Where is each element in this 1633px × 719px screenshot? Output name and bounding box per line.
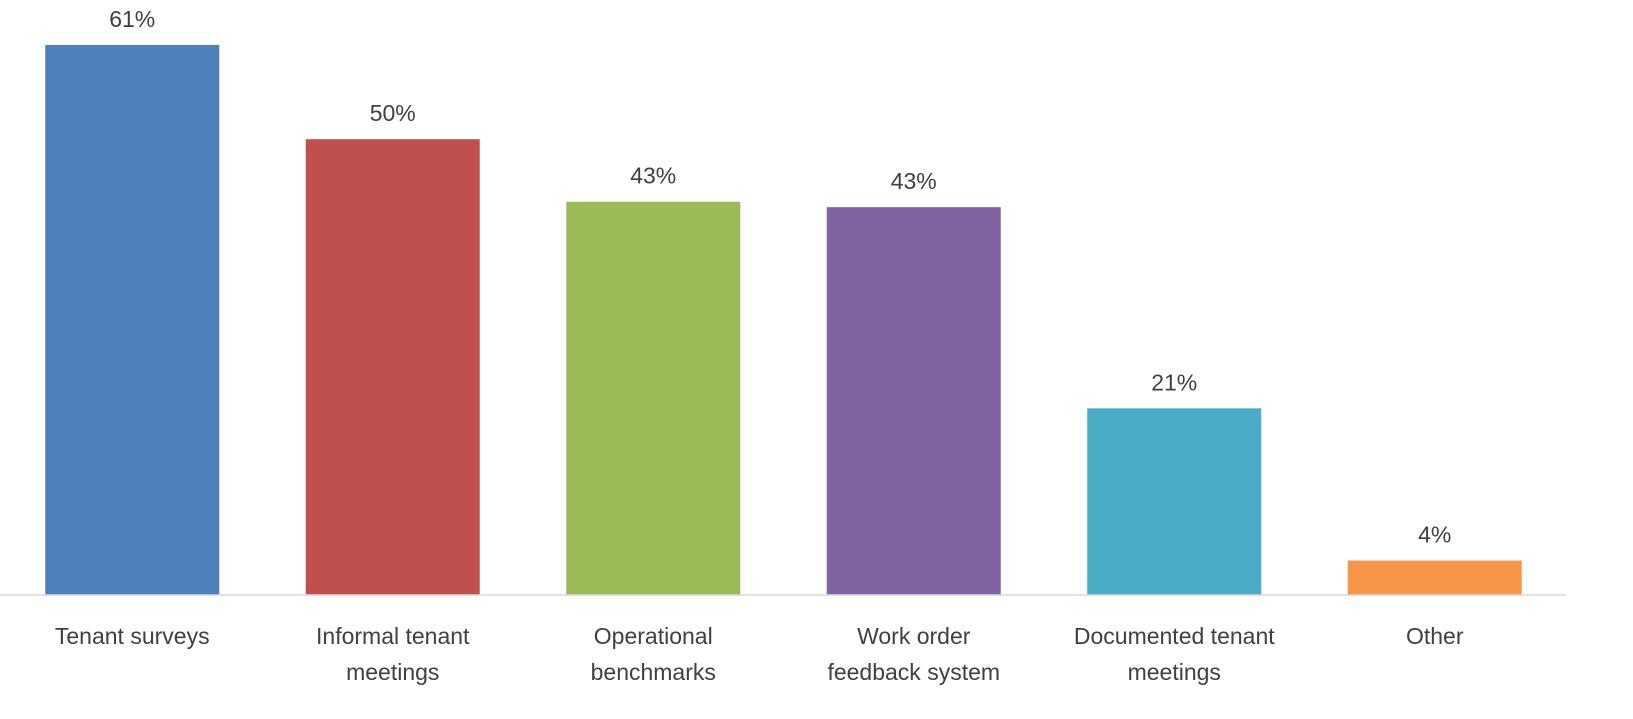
data-label: 4% (1418, 522, 1451, 548)
x-tick-label: Operational benchmarks (590, 623, 716, 685)
data-label: 43% (891, 168, 937, 194)
data-label: 50% (370, 100, 416, 126)
x-tick-label: Documented tenant meetings (1073, 623, 1275, 685)
x-tick-label: Informal tenant meetings (316, 623, 470, 685)
bar (1347, 560, 1522, 595)
bar (45, 44, 220, 596)
data-label: 21% (1151, 369, 1197, 395)
x-tick-label: Other (1405, 623, 1464, 649)
bar (1087, 408, 1262, 595)
x-tick-label: Work order feedback system (827, 623, 1001, 685)
x-tick-label: Tenant surveys (54, 623, 210, 649)
bar (566, 201, 741, 595)
data-label: 43% (630, 163, 676, 189)
data-label: 61% (109, 6, 155, 32)
bar (305, 139, 480, 595)
bar (826, 207, 1001, 596)
